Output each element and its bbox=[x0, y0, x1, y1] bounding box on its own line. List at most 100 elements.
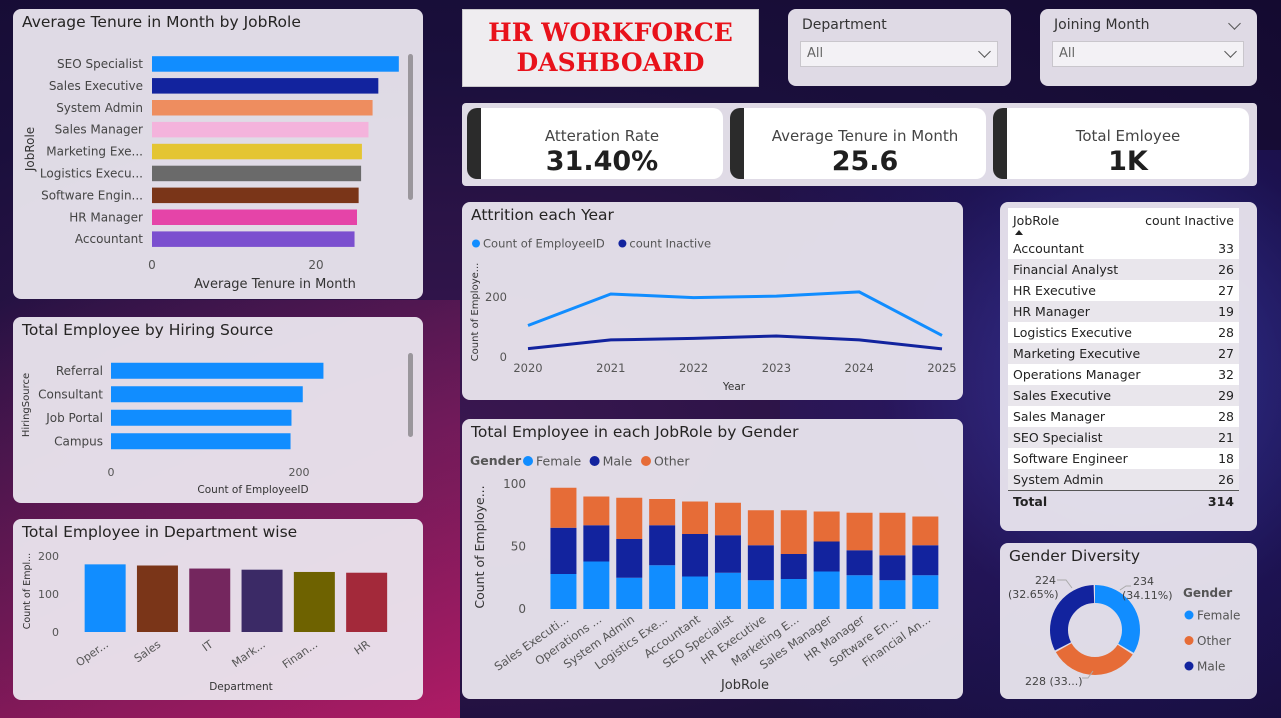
bar bbox=[293, 571, 335, 632]
table-row[interactable]: Accountant 33 bbox=[1008, 238, 1239, 259]
bar bbox=[152, 143, 362, 160]
bar bbox=[152, 231, 355, 247]
tenure-chart-scrollbar[interactable] bbox=[408, 54, 413, 200]
bar-segment bbox=[714, 535, 741, 573]
table-cell-jobrole: Sales Manager bbox=[1013, 409, 1106, 424]
hiring-chart: Referral Consultant Job Portal Campus 0 200 Co… bbox=[21, 362, 324, 496]
joining-month-slicer: Joining Month All bbox=[1040, 9, 1257, 86]
bar-segment bbox=[879, 512, 906, 556]
gender-diversity-chart: 234(34.11%) 224(32.65%) 228 (33...) Gender F… bbox=[1008, 574, 1240, 688]
x-axis-label: Year bbox=[722, 381, 746, 393]
bar bbox=[152, 56, 399, 72]
table-row[interactable]: SEO Specialist 21 bbox=[1008, 427, 1239, 448]
department-dropdown[interactable]: All bbox=[800, 41, 998, 67]
table-cell-count: 26 bbox=[1218, 472, 1234, 487]
table-cell-jobrole: Financial Analyst bbox=[1013, 262, 1119, 277]
table-row[interactable]: Operations Manager 32 bbox=[1008, 364, 1239, 385]
y-axis-label: Count of Empl... bbox=[22, 553, 33, 629]
y-tick-label: 0 bbox=[52, 626, 59, 639]
bar bbox=[111, 433, 291, 450]
kpi-value: 31.40% bbox=[545, 146, 659, 177]
kpi-label: Average Tenure in Month bbox=[771, 127, 959, 145]
legend-marker bbox=[618, 239, 627, 248]
legend-label: Female bbox=[536, 454, 582, 469]
bar-segment bbox=[912, 545, 939, 576]
bar-segment bbox=[616, 539, 643, 578]
donut-slice bbox=[1050, 585, 1140, 675]
joining-month-dropdown[interactable]: All bbox=[1052, 41, 1244, 67]
kpi-card-tenure: Average Tenure in Month 25.6 bbox=[730, 108, 986, 179]
x-tick-label: 2024 bbox=[845, 361, 874, 375]
inactive-table: JobRole count Inactive Accountant 33 Finan… bbox=[1008, 208, 1239, 514]
y-tick-label: Logistics Execu... bbox=[40, 166, 143, 180]
kpi-card-attrition: Atteration Rate 31.40% bbox=[467, 108, 723, 179]
x-tick-label: 0 bbox=[108, 466, 115, 479]
legend-marker bbox=[1184, 661, 1194, 671]
bar-segment bbox=[780, 579, 807, 609]
table-row[interactable]: Sales Executive 29 bbox=[1008, 385, 1239, 406]
x-tick-label: 2020 bbox=[513, 361, 542, 375]
y-tick-label: HR Manager bbox=[69, 210, 143, 224]
table-header-count[interactable]: count Inactive bbox=[1145, 213, 1234, 228]
donut-slice bbox=[1050, 585, 1140, 675]
kpi-strip: Atteration Rate 31.40% Average Tenure in… bbox=[462, 103, 1257, 186]
bar-segment bbox=[846, 575, 873, 609]
table-row[interactable]: HR Manager 19 bbox=[1008, 301, 1239, 322]
table-cell-count: 32 bbox=[1218, 367, 1234, 382]
donut-slice bbox=[1050, 585, 1140, 675]
hiring-chart-scrollbar[interactable] bbox=[408, 353, 413, 437]
chevron-down-icon[interactable] bbox=[1228, 17, 1241, 30]
department-chart: 0 100 200 Oper... Sales IT Mark... Finan... HR De… bbox=[22, 550, 388, 693]
y-tick-label: 0 bbox=[518, 602, 526, 616]
y-axis-label: JobRole bbox=[23, 127, 37, 172]
table-row[interactable]: Logistics Executive 28 bbox=[1008, 322, 1239, 343]
bar bbox=[189, 568, 231, 632]
joining-month-dropdown-value: All bbox=[1059, 46, 1076, 61]
y-tick-label: 50 bbox=[511, 540, 526, 554]
table-cell-jobrole: Operations Manager bbox=[1013, 367, 1141, 382]
bar bbox=[152, 100, 373, 116]
x-tick-label: 2021 bbox=[596, 361, 625, 375]
table-cell-jobrole: Logistics Executive bbox=[1013, 325, 1132, 340]
legend-title: Gender bbox=[470, 453, 522, 468]
x-axis-label: Count of EmployeeID bbox=[197, 484, 308, 496]
y-tick-label: 100 bbox=[38, 588, 59, 601]
slice-label: (34.11%) bbox=[1122, 589, 1173, 602]
table-row[interactable]: Marketing Executive 27 bbox=[1008, 343, 1239, 364]
department-slicer: Department All bbox=[788, 9, 1011, 86]
bar-segment bbox=[714, 502, 741, 536]
x-tick-label: 2022 bbox=[679, 361, 708, 375]
kpi-accent bbox=[467, 108, 481, 179]
bar-segment bbox=[583, 561, 610, 609]
legend-marker bbox=[1184, 636, 1194, 645]
kpi-value: 25.6 bbox=[831, 146, 899, 177]
table-row[interactable]: System Admin 26 bbox=[1008, 469, 1239, 490]
bar-segment bbox=[912, 575, 939, 609]
table-header-jobrole[interactable]: JobRole bbox=[1013, 213, 1060, 228]
department-dropdown-value: All bbox=[807, 46, 824, 61]
bar bbox=[136, 565, 178, 632]
y-tick-label: Sales Manager bbox=[55, 123, 143, 137]
x-tick-label: 2023 bbox=[762, 361, 791, 375]
kpi-card-total: Total Emloyee 1K bbox=[993, 108, 1249, 179]
bar-segment bbox=[649, 565, 676, 609]
table-body: Accountant 33 Financial Analyst 26 HR Execut… bbox=[1008, 238, 1239, 490]
legend-title: Gender bbox=[1183, 586, 1232, 600]
table-row[interactable]: HR Executive 27 bbox=[1008, 280, 1239, 301]
y-axis-label: Count of Employe... bbox=[472, 485, 487, 608]
table-row[interactable]: Financial Analyst 26 bbox=[1008, 259, 1239, 280]
bar bbox=[241, 569, 283, 632]
legend-label: Other bbox=[1197, 634, 1231, 648]
table-row[interactable]: Software Engineer 18 bbox=[1008, 448, 1239, 469]
table-row[interactable]: Sales Manager 28 bbox=[1008, 406, 1239, 427]
x-tick-label: Mark... bbox=[229, 638, 267, 670]
bar-segment bbox=[879, 555, 906, 581]
y-tick-label: System Admin bbox=[56, 101, 143, 115]
legend-marker bbox=[472, 239, 480, 248]
bar bbox=[152, 165, 362, 182]
bar-segment bbox=[682, 576, 709, 609]
table-total-label: Total bbox=[1013, 494, 1048, 509]
chevron-down-icon bbox=[978, 45, 991, 58]
hiring-chart-panel: Total Employee by Hiring Source Referral… bbox=[13, 317, 423, 503]
